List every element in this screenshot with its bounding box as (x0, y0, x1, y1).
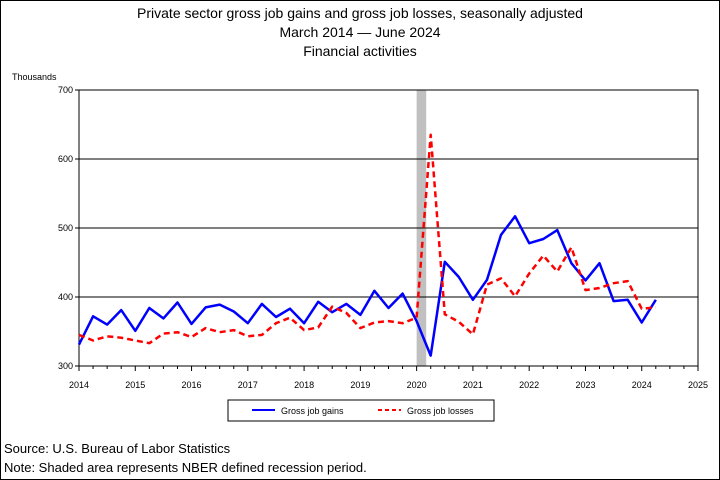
y-tick-label-500: 500 (58, 223, 73, 233)
x-tick-label-2014: 2014 (69, 380, 89, 390)
y-tick-label-700: 700 (58, 85, 73, 95)
legend: Gross job gains Gross job losses (227, 399, 495, 422)
y-tick-label-600: 600 (58, 154, 73, 164)
x-tick-label-2016: 2016 (182, 380, 202, 390)
legend-label-losses: Gross job losses (407, 406, 474, 416)
chart-title: Private sector gross job gains and gross… (137, 5, 583, 21)
legend-label-gains: Gross job gains (281, 406, 344, 416)
source-note: Source: U.S. Bureau of Labor Statistics (4, 441, 231, 456)
y-tick-label-400: 400 (58, 292, 73, 302)
x-tick-label-2024: 2024 (632, 380, 652, 390)
x-tick-label-2017: 2017 (238, 380, 258, 390)
x-tick-label-2020: 2020 (407, 380, 427, 390)
x-tick-label-2022: 2022 (519, 380, 539, 390)
x-tick-label-2019: 2019 (350, 380, 370, 390)
y-tick-label-300: 300 (58, 361, 73, 371)
series-line-gross-job-gains (77, 215, 657, 357)
x-tick-label-2021: 2021 (463, 380, 483, 390)
chart-subtitle: March 2014 — June 2024 (279, 24, 440, 40)
x-tick-label-2023: 2023 (575, 380, 595, 390)
series-line-gross-job-losses (78, 133, 656, 345)
x-tick-label-2015: 2015 (125, 380, 145, 390)
y-axis-label: Thousands (12, 72, 57, 82)
recession-note: Note: Shaded area represents NBER define… (4, 460, 367, 475)
legend-box (227, 399, 495, 422)
x-tick-label-2018: 2018 (294, 380, 314, 390)
chart-subtitle-sector: Financial activities (303, 43, 417, 59)
plot-area: 300 400 500 600 700 2014 2015 2016 2017 2018 2019 2… (58, 85, 708, 390)
x-tick-label-2025: 2025 (688, 380, 708, 390)
